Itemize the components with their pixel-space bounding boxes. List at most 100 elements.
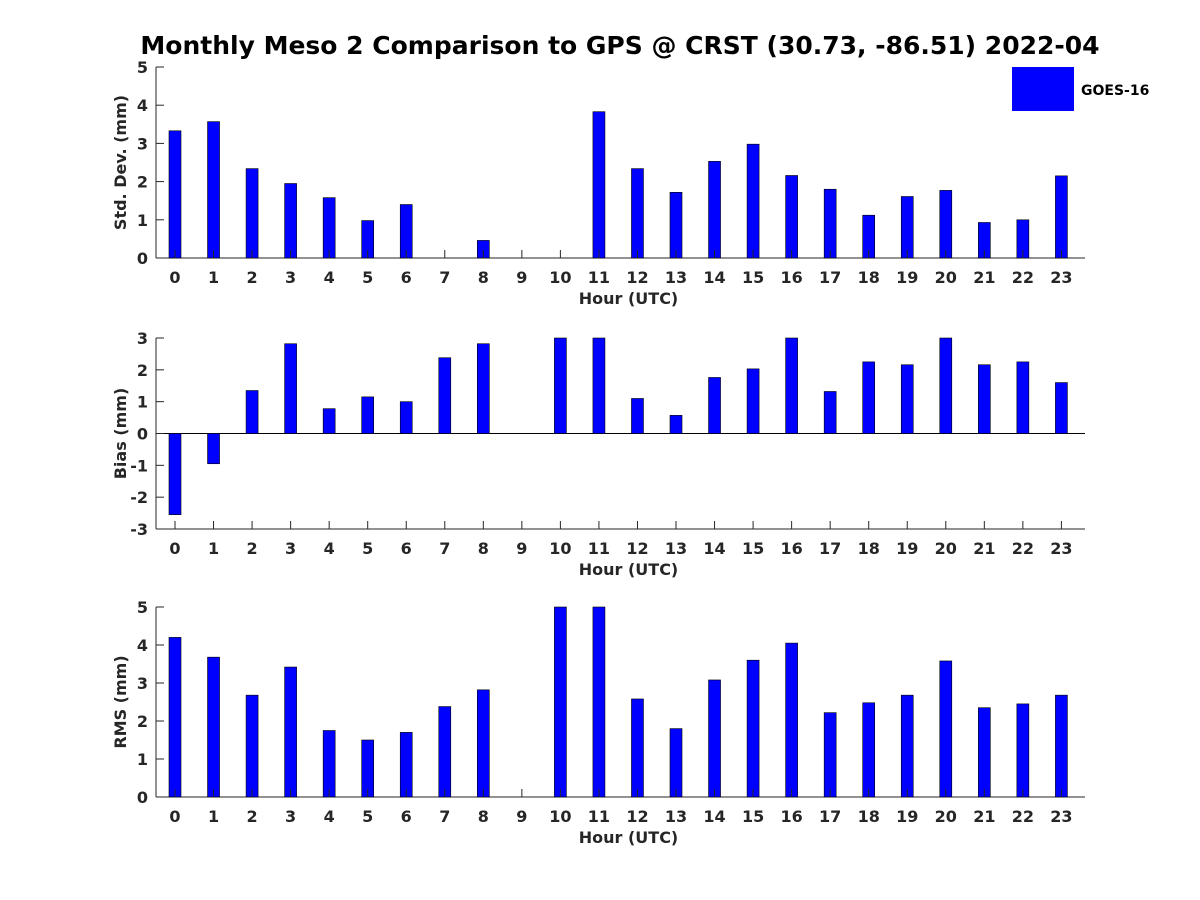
x-tick-label: 13 xyxy=(665,807,687,826)
bar-hour-3 xyxy=(284,183,297,259)
bar-hour-13 xyxy=(669,191,683,259)
x-tick-label: 12 xyxy=(626,268,648,287)
x-tick-label: 20 xyxy=(935,539,957,558)
x-tick-label: 21 xyxy=(973,539,995,558)
x-tick-label: 7 xyxy=(439,807,450,826)
x-tick-label: 17 xyxy=(819,268,841,287)
bar-hour-3 xyxy=(284,666,297,798)
bar-hour-14 xyxy=(708,679,721,798)
bar-hour-10 xyxy=(554,337,567,434)
bar-hour-0 xyxy=(168,130,182,259)
x-tick-label: 4 xyxy=(324,539,335,558)
bar-hour-5 xyxy=(361,739,374,798)
x-tick-label: 5 xyxy=(362,807,373,826)
bar-hour-17 xyxy=(823,391,837,434)
y-tick-label: 2 xyxy=(137,361,148,380)
x-tick-label: 20 xyxy=(935,807,957,826)
bar-hour-0 xyxy=(168,637,182,798)
x-tick-label: 15 xyxy=(742,807,764,826)
x-axis-label: Hour (UTC) xyxy=(579,560,679,579)
x-tick-label: 6 xyxy=(401,268,412,287)
bar-hour-7 xyxy=(438,357,452,434)
x-tick-label: 9 xyxy=(516,539,527,558)
bar-hour-17 xyxy=(823,712,837,798)
y-tick-label: 2 xyxy=(137,173,148,192)
x-tick-label: 3 xyxy=(285,268,296,287)
x-tick-label: 11 xyxy=(588,807,610,826)
y-tick-label: 0 xyxy=(137,788,148,807)
x-tick-label: 23 xyxy=(1050,807,1072,826)
y-tick-label: 3 xyxy=(137,134,148,153)
x-tick-label: 14 xyxy=(703,807,725,826)
x-tick-label: 8 xyxy=(478,807,489,826)
x-tick-label: 11 xyxy=(588,268,610,287)
x-tick-label: 10 xyxy=(549,807,571,826)
y-axis-label: Bias (mm) xyxy=(111,388,130,480)
bar-hour-23 xyxy=(1055,694,1068,798)
bar-hour-1 xyxy=(207,121,220,259)
y-tick-label: 0 xyxy=(137,425,148,444)
x-tick-label: 21 xyxy=(973,268,995,287)
x-tick-label: 0 xyxy=(169,268,180,287)
bar-hour-12 xyxy=(631,698,644,798)
y-tick-label: 5 xyxy=(137,58,148,77)
bar-hour-6 xyxy=(399,204,413,259)
bar-hour-19 xyxy=(900,364,914,434)
bar-hour-7 xyxy=(438,706,452,798)
bar-hour-20 xyxy=(939,337,953,434)
x-tick-label: 14 xyxy=(703,539,725,558)
bar-hour-5 xyxy=(361,396,374,434)
x-tick-label: 23 xyxy=(1050,268,1072,287)
x-tick-label: 1 xyxy=(208,807,219,826)
bar-hour-6 xyxy=(399,732,413,798)
bar-hour-21 xyxy=(978,364,991,434)
x-tick-label: 19 xyxy=(896,807,918,826)
x-tick-label: 3 xyxy=(285,807,296,826)
bar-hour-12 xyxy=(631,168,644,259)
x-tick-label: 16 xyxy=(780,539,802,558)
bar-hour-3 xyxy=(284,343,297,434)
x-tick-label: 1 xyxy=(208,268,219,287)
x-tick-label: 0 xyxy=(169,539,180,558)
bar-hour-19 xyxy=(900,196,914,259)
x-tick-label: 6 xyxy=(401,807,412,826)
bar-hour-15 xyxy=(746,659,760,798)
bar-hour-2 xyxy=(245,694,259,798)
bar-hour-21 xyxy=(978,707,991,798)
y-tick-label: 1 xyxy=(137,211,148,230)
bar-hour-22 xyxy=(1016,361,1030,434)
x-tick-label: 14 xyxy=(703,268,725,287)
x-tick-label: 8 xyxy=(478,539,489,558)
x-tick-label: 9 xyxy=(516,268,527,287)
y-tick-label: 0 xyxy=(137,249,148,268)
bar-hour-4 xyxy=(322,408,336,434)
x-tick-label: 10 xyxy=(549,539,571,558)
x-tick-label: 22 xyxy=(1012,807,1034,826)
x-tick-label: 2 xyxy=(247,268,258,287)
bar-hour-17 xyxy=(823,188,837,259)
bar-hour-8 xyxy=(477,343,490,434)
bar-hour-20 xyxy=(939,190,953,259)
bar-hour-14 xyxy=(708,161,721,259)
bar-hour-10 xyxy=(554,606,567,798)
x-tick-label: 21 xyxy=(973,807,995,826)
bar-hour-13 xyxy=(669,415,683,434)
bar-hour-16 xyxy=(785,337,798,434)
x-tick-label: 5 xyxy=(362,268,373,287)
bar-hour-4 xyxy=(322,730,336,798)
legend-label: GOES-16 xyxy=(1081,83,1149,99)
x-tick-label: 20 xyxy=(935,268,957,287)
bar-hour-0 xyxy=(168,433,182,515)
y-tick-label: -2 xyxy=(130,488,148,507)
bar-hour-23 xyxy=(1055,175,1068,259)
bar-hour-16 xyxy=(785,175,798,259)
x-tick-label: 19 xyxy=(896,268,918,287)
bar-hour-2 xyxy=(245,168,259,259)
x-tick-label: 1 xyxy=(208,539,219,558)
x-tick-label: 13 xyxy=(665,268,687,287)
x-axis-label: Hour (UTC) xyxy=(579,289,679,308)
x-tick-label: 7 xyxy=(439,268,450,287)
